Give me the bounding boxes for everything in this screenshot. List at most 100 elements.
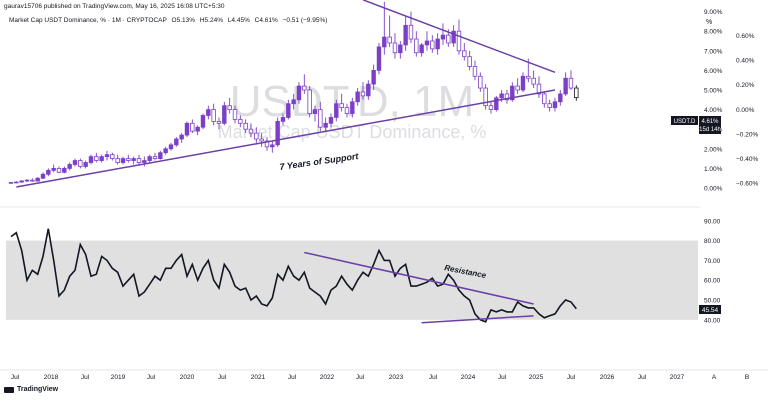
price-trendlines bbox=[16, 0, 556, 188]
price-axis-secondary-labels[interactable]: 0.60% 0.40% 0.20% 0.00% −0.20% −0.40% −0.60% bbox=[736, 33, 758, 188]
secondary-tick-label: 0.40% bbox=[736, 58, 755, 65]
candle-body bbox=[526, 75, 531, 79]
candle-body bbox=[435, 38, 440, 50]
time-tick-label: Jul bbox=[638, 374, 647, 381]
candle bbox=[318, 101, 323, 132]
candle bbox=[286, 99, 291, 120]
time-tick-label: Jul bbox=[147, 374, 156, 381]
rsi-tick-label: 60.00 bbox=[704, 278, 721, 285]
candle-body bbox=[494, 97, 499, 110]
candle bbox=[382, 1, 387, 55]
candle bbox=[115, 154, 120, 165]
candle-body bbox=[227, 105, 232, 111]
candle-body bbox=[179, 134, 184, 140]
candle-body bbox=[243, 122, 248, 130]
candle bbox=[387, 15, 392, 47]
candle-body bbox=[291, 99, 296, 105]
rsi-tick-label: 70.00 bbox=[704, 258, 721, 265]
candle-body bbox=[222, 105, 227, 124]
secondary-tick-label: 0.60% bbox=[736, 33, 755, 40]
candle-body bbox=[339, 103, 344, 109]
candle-body bbox=[488, 105, 494, 111]
resistance-trendline[interactable] bbox=[362, 0, 556, 74]
candle bbox=[456, 19, 462, 55]
candle bbox=[206, 105, 211, 120]
candle bbox=[35, 177, 40, 182]
secondary-tick-label: −0.60% bbox=[736, 181, 758, 188]
time-tick-label: 2024 bbox=[461, 374, 476, 381]
candle bbox=[536, 76, 542, 98]
time-tick-label: Jul bbox=[429, 374, 438, 381]
candle bbox=[147, 154, 152, 163]
candle bbox=[478, 72, 483, 92]
candle-body bbox=[531, 77, 536, 85]
candle-body bbox=[168, 144, 174, 150]
price-tick-label: 9.00% bbox=[704, 9, 723, 16]
candle bbox=[243, 119, 248, 134]
candle-body bbox=[542, 93, 547, 105]
candle bbox=[67, 162, 72, 171]
candle-body bbox=[467, 56, 472, 67]
candle-body bbox=[408, 24, 414, 40]
price-axis-labels[interactable]: 9.00%8.00%7.00%6.00%5.00%4.00%3.00%2.00%… bbox=[704, 9, 723, 192]
candle-body bbox=[536, 83, 542, 95]
secondary-tick-label: −0.20% bbox=[736, 131, 758, 138]
candle bbox=[275, 117, 280, 147]
rsi-tick-label: 80.00 bbox=[704, 238, 721, 245]
candle bbox=[211, 103, 216, 126]
candle-body bbox=[392, 42, 398, 54]
rsi-resistance-trendline[interactable] bbox=[304, 251, 534, 305]
chart-legend[interactable]: Market Cap USDT Dominance, % · 1M · CRYP… bbox=[9, 17, 327, 24]
support-trendline[interactable] bbox=[16, 89, 556, 188]
candle bbox=[152, 152, 158, 161]
candle-body bbox=[360, 91, 366, 97]
candle bbox=[270, 140, 275, 153]
candle-body bbox=[558, 93, 563, 103]
candle-body bbox=[78, 160, 83, 167]
candle bbox=[136, 154, 142, 165]
candle-body bbox=[403, 24, 408, 46]
candle bbox=[376, 42, 382, 75]
candle-body bbox=[238, 119, 243, 124]
candle-body bbox=[163, 148, 168, 154]
candle bbox=[558, 90, 563, 106]
candle-body bbox=[302, 85, 307, 91]
candle bbox=[360, 82, 366, 100]
candle-body bbox=[35, 177, 40, 182]
candle-body bbox=[563, 77, 568, 95]
time-tick-label: B bbox=[745, 374, 749, 381]
time-tick-label: Jul bbox=[288, 374, 297, 381]
candle-body bbox=[190, 122, 195, 132]
candle bbox=[542, 91, 547, 108]
candle bbox=[110, 152, 115, 161]
candle-body bbox=[414, 38, 419, 54]
candle bbox=[451, 25, 456, 47]
candle-body bbox=[307, 89, 312, 114]
candle-body bbox=[270, 144, 275, 148]
legend-open: O5.13% bbox=[171, 17, 196, 24]
candle bbox=[510, 82, 515, 102]
candle bbox=[483, 84, 488, 110]
candle bbox=[200, 113, 206, 130]
candle-body bbox=[547, 103, 552, 109]
time-tick-label: Jul bbox=[356, 374, 365, 381]
candle bbox=[392, 33, 398, 59]
candle-body bbox=[552, 101, 558, 109]
candle bbox=[574, 85, 579, 101]
candle-body bbox=[312, 109, 318, 114]
rsi-support-trendline[interactable] bbox=[421, 315, 534, 324]
candle bbox=[414, 31, 419, 57]
candle-body bbox=[126, 158, 131, 161]
candle-body bbox=[398, 44, 403, 54]
time-axis-labels[interactable]: Jul 2018 Jul 2019 Jul 2020 Jul 2021 Jul 2022 Jul 20… bbox=[11, 374, 749, 381]
candle-body bbox=[67, 164, 72, 169]
candle bbox=[403, 15, 408, 51]
candle-body bbox=[14, 181, 19, 184]
candle-body bbox=[232, 109, 238, 120]
rsi-axis-labels[interactable]: 90.00 80.00 70.00 60.00 50.00 40.00 bbox=[704, 218, 721, 324]
candle bbox=[323, 117, 328, 132]
candle bbox=[174, 137, 179, 147]
last-value-bg bbox=[699, 116, 721, 134]
tradingview-logo[interactable]: TradingView bbox=[4, 386, 58, 393]
